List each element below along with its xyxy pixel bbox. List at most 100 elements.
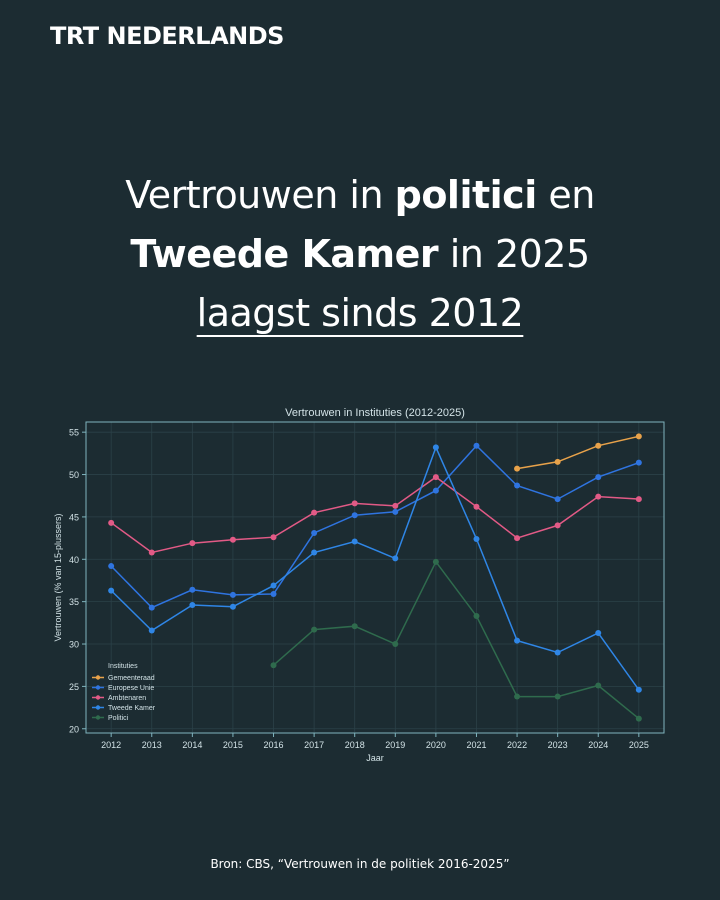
data-point [351,538,358,545]
legend-label: Europese Unie [108,685,154,692]
data-point [635,715,642,722]
legend-item: Tweede Kamer [92,705,156,712]
series-line [273,560,640,720]
headline-line-3: laagst sinds 2012 [0,284,720,343]
headline-text: Vertrouwen in [125,173,395,217]
data-point [473,503,480,510]
y-tick-label: 40 [69,555,79,565]
headline: Vertrouwen in politici en Tweede Kamer i… [0,166,720,343]
data-point [554,649,561,656]
data-point [311,509,318,516]
x-tick-label: 2020 [426,740,446,750]
data-point [432,558,439,565]
data-point [229,536,236,543]
x-tick-label: 2012 [101,740,121,750]
data-point [108,587,115,594]
data-point [108,563,115,570]
data-point [554,458,561,465]
data-point [189,602,196,609]
series-line [110,444,640,609]
x-tick-label: 2014 [182,740,202,750]
data-point [392,502,399,509]
data-point [514,535,521,542]
data-point [351,623,358,630]
headline-text: en [536,173,595,217]
series-tweede-kamer [108,444,642,693]
data-point [270,591,277,598]
x-tick-label: 2017 [304,740,324,750]
data-point [473,442,480,449]
series-gemeenteraad [514,433,642,472]
data-point [635,686,642,693]
data-point [148,627,155,634]
data-point [432,474,439,481]
y-tick-label: 30 [69,640,79,650]
data-point [392,555,399,562]
data-point [595,442,602,449]
data-point [270,582,277,589]
data-point [351,500,358,507]
data-point [311,549,318,556]
x-axis-label: Jaar [366,753,384,763]
series-line [516,435,639,470]
chart-title: Vertrouwen in Instituties (2012-2025) [285,407,465,419]
data-point [189,540,196,547]
data-point [635,496,642,503]
y-tick-label: 45 [69,512,79,522]
legend-marker [95,705,101,710]
data-point [514,482,521,489]
data-point [554,496,561,503]
data-point [595,474,602,481]
legend-label: Gemeenteraad [108,675,155,682]
series-line [110,476,639,554]
data-point [473,535,480,542]
source-note: Bron: CBS, “Vertrouwen in de politiek 20… [210,857,510,871]
y-tick-label: 25 [69,682,79,692]
series-europese-unie [108,442,642,611]
data-point [554,522,561,529]
legend-label: Tweede Kamer [108,705,156,712]
x-tick-label: 2016 [264,740,284,750]
data-point [392,508,399,515]
series-line [110,445,640,691]
data-point [108,519,115,526]
legend-marker [95,675,101,680]
data-point [148,549,155,556]
legend-item: Ambtenaren [92,695,146,702]
data-point [392,641,399,648]
x-tick-label: 2025 [629,740,649,750]
data-point [595,630,602,637]
x-tick-label: 2018 [345,740,365,750]
data-point [229,603,236,610]
legend-marker [95,715,101,720]
y-tick-label: 55 [69,428,79,438]
data-point [554,693,561,700]
legend: Instituties Gemeenteraad Europese Unie Ambt… [92,663,156,722]
x-tick-label: 2021 [466,740,486,750]
data-point [595,493,602,500]
headline-underlined: laagst sinds 2012 [196,291,524,335]
data-point [514,693,521,700]
y-tick-label: 35 [69,597,79,607]
headline-text: in 2025 [438,232,590,276]
data-point [270,534,277,541]
y-tick-label: 50 [69,470,79,480]
data-point [229,591,236,598]
data-point [311,626,318,633]
x-tick-label: 2022 [507,740,527,750]
x-tick-label: 2015 [223,740,243,750]
data-point [514,465,521,472]
legend-label: Ambtenaren [108,695,146,702]
series-ambtenaren [108,474,642,556]
x-tick-label: 2023 [548,740,568,750]
data-point [311,530,318,537]
headline-emphasis: Tweede Kamer [130,232,439,276]
x-tick-label: 2019 [385,740,405,750]
data-point [473,613,480,620]
y-tick-label: 20 [69,724,79,734]
series-politici [270,558,642,722]
data-point [432,487,439,494]
data-point [514,637,521,644]
data-point [270,662,277,669]
headline-line-2: Tweede Kamer in 2025 [0,225,720,284]
